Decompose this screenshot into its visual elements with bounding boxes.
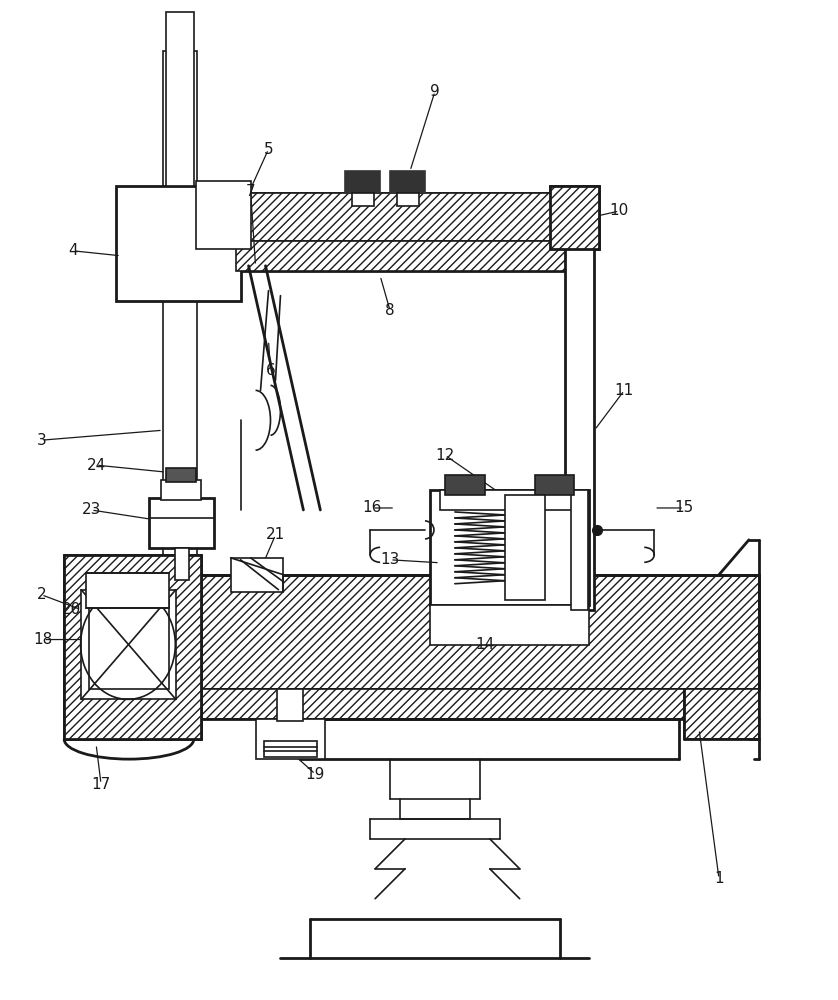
Bar [175, 548, 189, 580]
Bar [263, 741, 318, 757]
Bar [430, 490, 589, 605]
Text: 6: 6 [266, 363, 276, 378]
Text: 18: 18 [34, 632, 53, 647]
Text: 19: 19 [306, 767, 325, 782]
Text: 23: 23 [81, 502, 101, 517]
Bar [430, 605, 589, 645]
Bar [89, 600, 168, 689]
Bar [65, 689, 759, 719]
Bar [166, 468, 196, 482]
Bar [352, 193, 374, 206]
Bar [166, 12, 194, 186]
Bar [445, 475, 484, 495]
Text: 21: 21 [266, 527, 285, 542]
Bar [230, 558, 283, 592]
Bar [391, 171, 425, 193]
Bar [161, 480, 201, 500]
Bar [550, 186, 599, 249]
Bar [397, 193, 419, 206]
Bar [235, 193, 589, 241]
Bar [684, 689, 759, 739]
Bar [535, 475, 575, 495]
Text: 9: 9 [430, 84, 440, 99]
Bar [440, 490, 579, 510]
Bar [277, 689, 303, 721]
Bar [256, 719, 325, 759]
Text: 5: 5 [264, 142, 273, 157]
Bar [81, 590, 176, 699]
Bar [565, 241, 594, 610]
Bar [65, 555, 201, 739]
Text: 12: 12 [435, 448, 454, 463]
Text: 20: 20 [61, 602, 80, 617]
Bar [235, 241, 589, 271]
Bar [86, 573, 168, 608]
Bar [163, 51, 197, 620]
Text: 4: 4 [69, 243, 78, 258]
Bar [196, 181, 251, 249]
Text: 3: 3 [36, 433, 46, 448]
Text: 8: 8 [385, 303, 395, 318]
Text: 14: 14 [475, 637, 494, 652]
Bar [572, 490, 588, 610]
Text: 2: 2 [36, 587, 46, 602]
Text: 24: 24 [86, 458, 106, 473]
Text: 7: 7 [246, 184, 256, 199]
Bar [65, 575, 759, 689]
Bar [345, 171, 380, 193]
Text: 11: 11 [615, 383, 634, 398]
Text: 16: 16 [363, 500, 382, 515]
Text: 10: 10 [610, 203, 629, 218]
Text: 13: 13 [380, 552, 400, 567]
Text: 1: 1 [714, 871, 724, 886]
Text: 17: 17 [91, 777, 111, 792]
Bar [149, 498, 214, 548]
Bar [116, 186, 241, 301]
Bar [504, 495, 545, 600]
Text: 15: 15 [675, 500, 694, 515]
